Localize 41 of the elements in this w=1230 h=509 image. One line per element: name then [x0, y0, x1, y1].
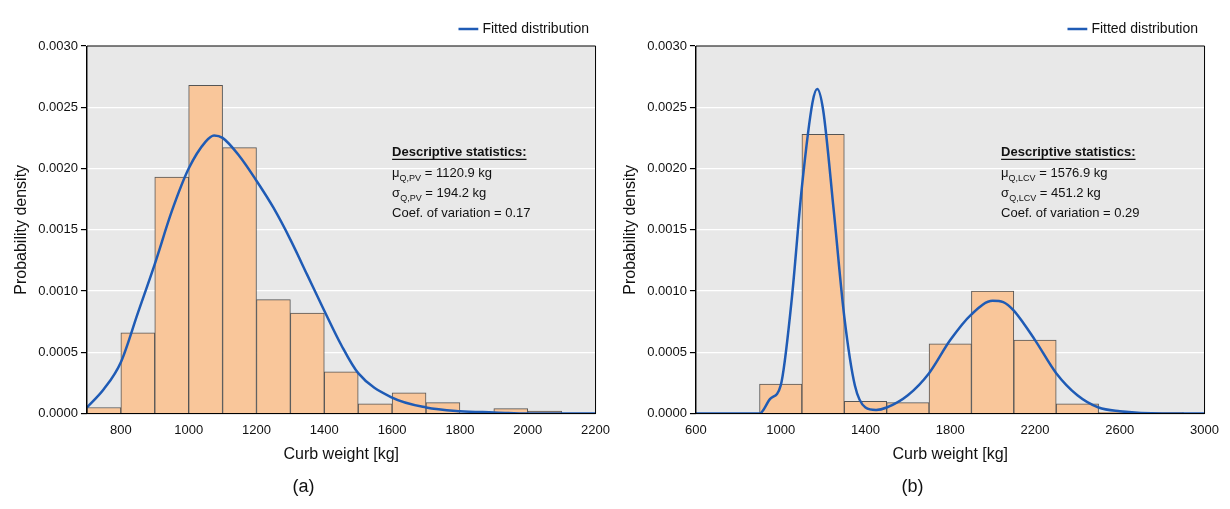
x-tick-label: 2000	[513, 421, 543, 437]
annotation: Descriptive statistics:	[392, 144, 527, 160]
y-axis-title: Probability density	[12, 164, 30, 295]
y-tick-label: 0.0005	[38, 343, 78, 359]
y-tick-label: 0.0015	[38, 221, 78, 237]
y-tick-label: 0.0010	[647, 282, 687, 298]
x-tick-label: 2200	[581, 421, 610, 437]
y-tick-label: 0.0000	[38, 405, 78, 421]
x-tick-label: 2200	[1020, 421, 1050, 437]
y-tick-label: 0.0020	[647, 160, 687, 176]
x-tick-label: 1600	[377, 421, 407, 437]
text: (a)	[292, 476, 315, 497]
x-tick-label: 1400	[309, 421, 339, 437]
x-tick-label: 800	[110, 421, 132, 437]
x-tick-label: 1800	[445, 421, 475, 437]
legend-label: Fitted distribution	[1091, 19, 1198, 36]
y-tick-label: 0.0000	[647, 405, 687, 421]
y-tick-label: 0.0030	[647, 37, 687, 53]
y-tick-label: 0.0020	[38, 160, 78, 176]
x-axis-title: Curb weight [kg]	[283, 445, 400, 463]
y-tick-label: 0.0010	[38, 282, 78, 298]
x-tick-label: 1000	[766, 421, 796, 437]
y-tick-label: 0.0025	[647, 98, 687, 114]
x-tick-label: 1800	[935, 421, 965, 437]
legend-label: Fitted distribution	[482, 19, 589, 36]
annotation: Descriptive statistics:	[1001, 144, 1136, 160]
x-tick-label: 1200	[242, 421, 271, 437]
x-tick-label: 3000	[1190, 421, 1219, 437]
x-axis-title: Curb weight [kg]	[892, 445, 1009, 463]
y-tick-label: 0.0025	[38, 98, 78, 114]
x-tick-label: 1000	[174, 421, 204, 437]
annotation: Coef. of variation = 0.29	[1001, 205, 1140, 221]
y-tick-label: 0.0015	[647, 221, 687, 237]
x-tick-label: 2600	[1105, 421, 1135, 437]
x-tick-label: 1400	[851, 421, 880, 437]
y-tick-label: 0.0030	[38, 37, 78, 53]
x-tick-label: 600	[685, 421, 707, 437]
y-axis-title: Probability density	[621, 164, 639, 295]
y-tick-label: 0.0005	[647, 343, 687, 359]
text: (b)	[901, 476, 924, 497]
annotation: Coef. of variation = 0.17	[392, 205, 531, 221]
